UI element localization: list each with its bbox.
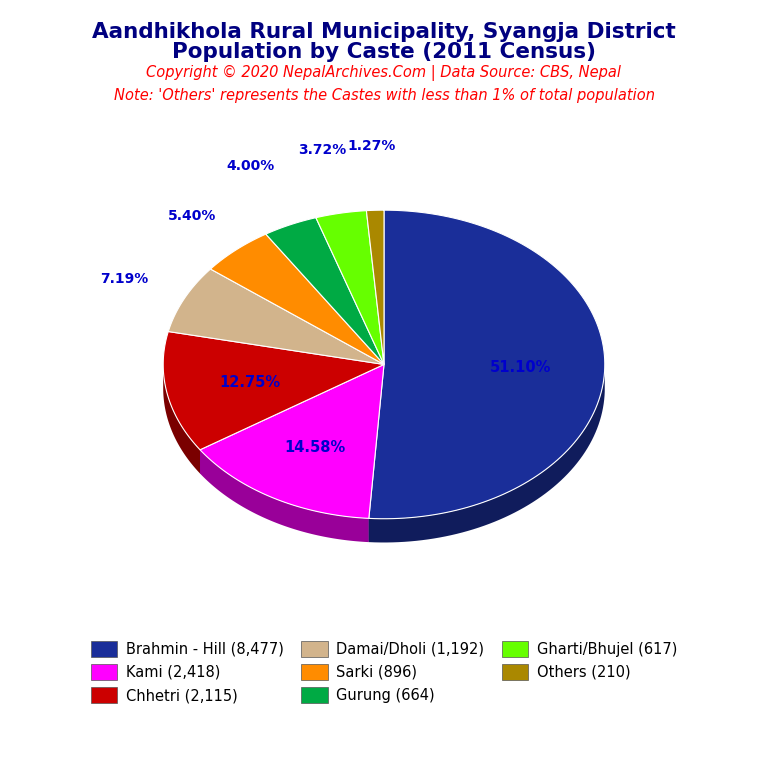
Text: 4.00%: 4.00% bbox=[227, 159, 275, 173]
Text: Note: 'Others' represents the Castes with less than 1% of total population: Note: 'Others' represents the Castes wit… bbox=[114, 88, 654, 103]
Legend: Brahmin - Hill (8,477), Kami (2,418), Chhetri (2,115), Damai/Dholi (1,192), Sark: Brahmin - Hill (8,477), Kami (2,418), Ch… bbox=[91, 641, 677, 703]
Polygon shape bbox=[369, 368, 604, 542]
Polygon shape bbox=[200, 450, 369, 542]
Text: 1.27%: 1.27% bbox=[347, 138, 396, 153]
Polygon shape bbox=[210, 234, 384, 365]
Polygon shape bbox=[164, 365, 200, 474]
Text: Aandhikhola Rural Municipality, Syangja District: Aandhikhola Rural Municipality, Syangja … bbox=[92, 22, 676, 41]
Polygon shape bbox=[200, 365, 384, 474]
Polygon shape bbox=[316, 210, 384, 365]
Polygon shape bbox=[369, 210, 604, 518]
Polygon shape bbox=[366, 210, 384, 365]
Text: 7.19%: 7.19% bbox=[101, 272, 148, 286]
Polygon shape bbox=[266, 217, 384, 365]
Text: 51.10%: 51.10% bbox=[490, 360, 551, 376]
Text: 12.75%: 12.75% bbox=[219, 375, 280, 389]
Polygon shape bbox=[369, 365, 384, 542]
Polygon shape bbox=[200, 365, 384, 518]
Polygon shape bbox=[168, 269, 384, 365]
Text: 5.40%: 5.40% bbox=[167, 209, 216, 223]
Text: 3.72%: 3.72% bbox=[299, 143, 347, 157]
Text: Copyright © 2020 NepalArchives.Com | Data Source: CBS, Nepal: Copyright © 2020 NepalArchives.Com | Dat… bbox=[147, 65, 621, 81]
Polygon shape bbox=[369, 365, 384, 542]
Text: Population by Caste (2011 Census): Population by Caste (2011 Census) bbox=[172, 42, 596, 62]
Polygon shape bbox=[200, 365, 384, 474]
Text: 14.58%: 14.58% bbox=[285, 439, 346, 455]
Polygon shape bbox=[164, 332, 384, 450]
